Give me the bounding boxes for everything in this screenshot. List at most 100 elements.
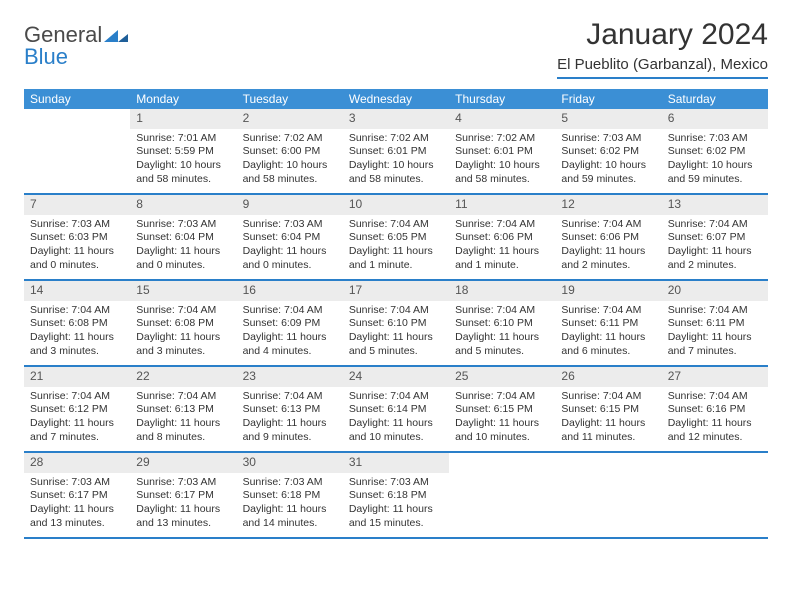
sunset-line: Sunset: 6:11 PM <box>668 317 762 331</box>
day-body: Sunrise: 7:04 AMSunset: 6:13 PMDaylight:… <box>237 387 343 451</box>
day-body: Sunrise: 7:04 AMSunset: 6:15 PMDaylight:… <box>449 387 555 451</box>
day-number: 16 <box>237 281 343 301</box>
sunset-line: Sunset: 6:11 PM <box>561 317 655 331</box>
day-number: 18 <box>449 281 555 301</box>
day-cell: 13Sunrise: 7:04 AMSunset: 6:07 PMDayligh… <box>662 195 768 279</box>
calendar: Sunday Monday Tuesday Wednesday Thursday… <box>24 89 768 539</box>
sunset-line: Sunset: 6:18 PM <box>243 489 337 503</box>
day-cell: 30Sunrise: 7:03 AMSunset: 6:18 PMDayligh… <box>237 453 343 537</box>
daylight-line: Daylight: 10 hours and 58 minutes. <box>243 159 337 186</box>
day-number: 30 <box>237 453 343 473</box>
day-body: Sunrise: 7:04 AMSunset: 6:06 PMDaylight:… <box>449 215 555 279</box>
day-body: Sunrise: 7:02 AMSunset: 6:01 PMDaylight:… <box>343 129 449 193</box>
day-body: Sunrise: 7:04 AMSunset: 6:11 PMDaylight:… <box>555 301 661 365</box>
daylight-line: Daylight: 11 hours and 14 minutes. <box>243 503 337 530</box>
sunrise-line: Sunrise: 7:03 AM <box>561 132 655 146</box>
day-body: Sunrise: 7:04 AMSunset: 6:08 PMDaylight:… <box>24 301 130 365</box>
sunrise-line: Sunrise: 7:04 AM <box>349 304 443 318</box>
daylight-line: Daylight: 11 hours and 1 minute. <box>455 245 549 272</box>
sunset-line: Sunset: 6:18 PM <box>349 489 443 503</box>
sunrise-line: Sunrise: 7:04 AM <box>243 390 337 404</box>
sunset-line: Sunset: 6:10 PM <box>455 317 549 331</box>
sunset-line: Sunset: 6:03 PM <box>30 231 124 245</box>
sunset-line: Sunset: 6:01 PM <box>349 145 443 159</box>
day-cell <box>449 453 555 537</box>
sunrise-line: Sunrise: 7:03 AM <box>668 132 762 146</box>
daylight-line: Daylight: 11 hours and 7 minutes. <box>668 331 762 358</box>
day-cell: 31Sunrise: 7:03 AMSunset: 6:18 PMDayligh… <box>343 453 449 537</box>
daylight-line: Daylight: 11 hours and 2 minutes. <box>561 245 655 272</box>
sunset-line: Sunset: 6:05 PM <box>349 231 443 245</box>
sunset-line: Sunset: 6:13 PM <box>243 403 337 417</box>
sunset-line: Sunset: 6:17 PM <box>30 489 124 503</box>
sunset-line: Sunset: 6:09 PM <box>243 317 337 331</box>
sunrise-line: Sunrise: 7:03 AM <box>30 218 124 232</box>
week-row: 7Sunrise: 7:03 AMSunset: 6:03 PMDaylight… <box>24 195 768 281</box>
day-cell: 24Sunrise: 7:04 AMSunset: 6:14 PMDayligh… <box>343 367 449 451</box>
day-of-week-row: Sunday Monday Tuesday Wednesday Thursday… <box>24 89 768 109</box>
daylight-line: Daylight: 10 hours and 58 minutes. <box>455 159 549 186</box>
day-body: Sunrise: 7:03 AMSunset: 6:02 PMDaylight:… <box>555 129 661 193</box>
location: El Pueblito (Garbanzal), Mexico <box>557 56 768 79</box>
sunset-line: Sunset: 6:07 PM <box>668 231 762 245</box>
daylight-line: Daylight: 10 hours and 59 minutes. <box>561 159 655 186</box>
daylight-line: Daylight: 10 hours and 58 minutes. <box>349 159 443 186</box>
sunset-line: Sunset: 6:08 PM <box>136 317 230 331</box>
day-cell: 14Sunrise: 7:04 AMSunset: 6:08 PMDayligh… <box>24 281 130 365</box>
day-number: 9 <box>237 195 343 215</box>
day-body: Sunrise: 7:03 AMSunset: 6:03 PMDaylight:… <box>24 215 130 279</box>
day-number: 1 <box>130 109 236 129</box>
day-number: 12 <box>555 195 661 215</box>
daylight-line: Daylight: 11 hours and 5 minutes. <box>455 331 549 358</box>
day-body: Sunrise: 7:04 AMSunset: 6:14 PMDaylight:… <box>343 387 449 451</box>
day-cell: 12Sunrise: 7:04 AMSunset: 6:06 PMDayligh… <box>555 195 661 279</box>
day-cell: 23Sunrise: 7:04 AMSunset: 6:13 PMDayligh… <box>237 367 343 451</box>
day-number: 24 <box>343 367 449 387</box>
daylight-line: Daylight: 11 hours and 0 minutes. <box>243 245 337 272</box>
day-cell: 6Sunrise: 7:03 AMSunset: 6:02 PMDaylight… <box>662 109 768 193</box>
logo-word-2: Blue <box>24 44 68 69</box>
day-body: Sunrise: 7:04 AMSunset: 6:06 PMDaylight:… <box>555 215 661 279</box>
daylight-line: Daylight: 11 hours and 10 minutes. <box>349 417 443 444</box>
day-cell: 20Sunrise: 7:04 AMSunset: 6:11 PMDayligh… <box>662 281 768 365</box>
sunset-line: Sunset: 5:59 PM <box>136 145 230 159</box>
day-number: 13 <box>662 195 768 215</box>
daylight-line: Daylight: 11 hours and 1 minute. <box>349 245 443 272</box>
daylight-line: Daylight: 11 hours and 4 minutes. <box>243 331 337 358</box>
week-row: 14Sunrise: 7:04 AMSunset: 6:08 PMDayligh… <box>24 281 768 367</box>
day-body: Sunrise: 7:03 AMSunset: 6:17 PMDaylight:… <box>24 473 130 537</box>
day-body: Sunrise: 7:04 AMSunset: 6:07 PMDaylight:… <box>662 215 768 279</box>
day-cell: 19Sunrise: 7:04 AMSunset: 6:11 PMDayligh… <box>555 281 661 365</box>
daylight-line: Daylight: 11 hours and 3 minutes. <box>30 331 124 358</box>
daylight-line: Daylight: 11 hours and 7 minutes. <box>30 417 124 444</box>
day-number: 3 <box>343 109 449 129</box>
day-number: 11 <box>449 195 555 215</box>
day-body: Sunrise: 7:02 AMSunset: 6:01 PMDaylight:… <box>449 129 555 193</box>
daylight-line: Daylight: 11 hours and 2 minutes. <box>668 245 762 272</box>
sunrise-line: Sunrise: 7:03 AM <box>243 218 337 232</box>
sunrise-line: Sunrise: 7:04 AM <box>455 304 549 318</box>
sunset-line: Sunset: 6:01 PM <box>455 145 549 159</box>
week-row: 28Sunrise: 7:03 AMSunset: 6:17 PMDayligh… <box>24 453 768 539</box>
sunset-line: Sunset: 6:14 PM <box>349 403 443 417</box>
day-cell: 22Sunrise: 7:04 AMSunset: 6:13 PMDayligh… <box>130 367 236 451</box>
sunrise-line: Sunrise: 7:04 AM <box>561 218 655 232</box>
day-body: Sunrise: 7:03 AMSunset: 6:18 PMDaylight:… <box>237 473 343 537</box>
daylight-line: Daylight: 11 hours and 0 minutes. <box>136 245 230 272</box>
day-cell: 2Sunrise: 7:02 AMSunset: 6:00 PMDaylight… <box>237 109 343 193</box>
sunrise-line: Sunrise: 7:04 AM <box>455 218 549 232</box>
sunset-line: Sunset: 6:04 PM <box>136 231 230 245</box>
sunset-line: Sunset: 6:06 PM <box>561 231 655 245</box>
day-cell: 9Sunrise: 7:03 AMSunset: 6:04 PMDaylight… <box>237 195 343 279</box>
daylight-line: Daylight: 11 hours and 10 minutes. <box>455 417 549 444</box>
day-number: 10 <box>343 195 449 215</box>
day-number: 14 <box>24 281 130 301</box>
daylight-line: Daylight: 11 hours and 11 minutes. <box>561 417 655 444</box>
sunrise-line: Sunrise: 7:04 AM <box>30 304 124 318</box>
day-number: 15 <box>130 281 236 301</box>
day-body: Sunrise: 7:04 AMSunset: 6:15 PMDaylight:… <box>555 387 661 451</box>
day-cell: 16Sunrise: 7:04 AMSunset: 6:09 PMDayligh… <box>237 281 343 365</box>
sunset-line: Sunset: 6:15 PM <box>455 403 549 417</box>
day-body: Sunrise: 7:03 AMSunset: 6:04 PMDaylight:… <box>237 215 343 279</box>
day-number: 26 <box>555 367 661 387</box>
